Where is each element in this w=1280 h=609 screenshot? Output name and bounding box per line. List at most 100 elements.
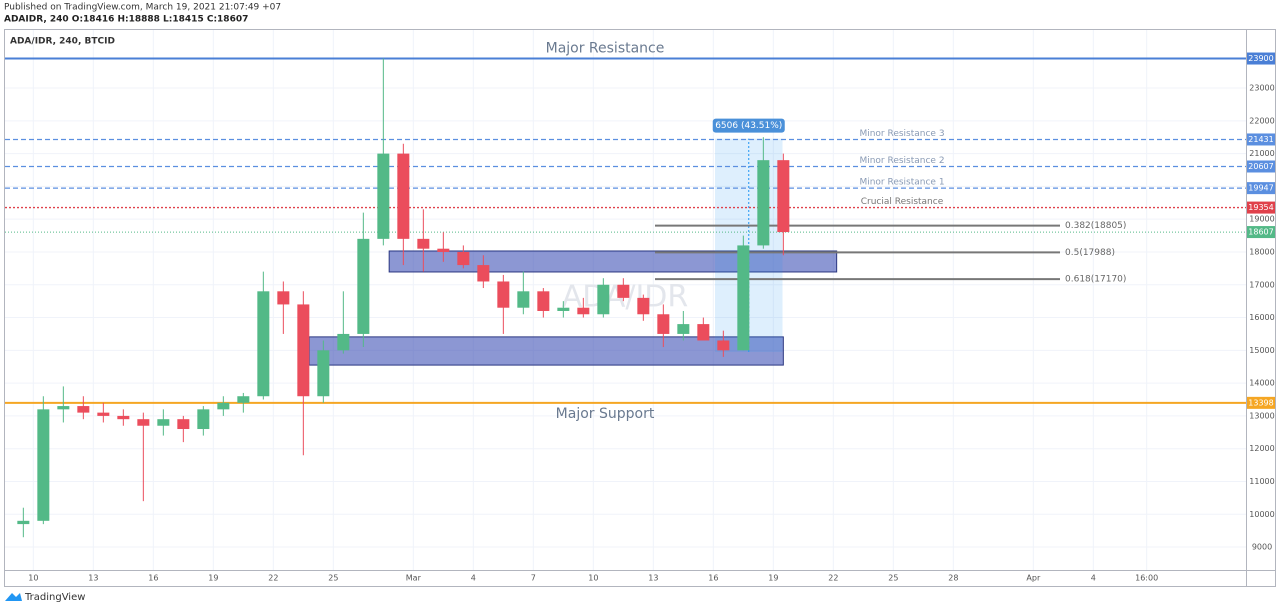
y-tick-label: 22000 (1249, 116, 1274, 125)
candle-body (657, 314, 670, 334)
x-tick-label: 25 (328, 574, 338, 583)
x-tick-label: Mar (406, 574, 422, 583)
price-tag (1247, 160, 1275, 173)
candle-body (337, 333, 350, 351)
candle-body (357, 238, 370, 334)
candle-body (517, 291, 530, 308)
price-tag (1247, 201, 1275, 214)
price-tag (1247, 133, 1275, 146)
candle-body (257, 291, 270, 397)
candle-body (757, 160, 770, 246)
x-tick-label: 16:00 (1135, 574, 1158, 583)
x-tick-label: 19 (208, 574, 218, 583)
candle-body (497, 281, 510, 308)
plot: ADA/IDR6506 (43.51%)0.382(18805)0.5(1798… (5, 30, 1246, 570)
candle-body (717, 340, 730, 351)
x-tick-label: Apr (1026, 574, 1041, 583)
candle-body (637, 297, 650, 315)
price-tag-label: 20607 (1248, 162, 1273, 171)
price-tag (1247, 52, 1275, 65)
candle-body (417, 238, 430, 249)
zone (388, 250, 838, 273)
price-tag-label: 21431 (1248, 135, 1273, 144)
y-tick-label: 13000 (1249, 411, 1274, 420)
candle-body (677, 324, 690, 334)
zone (308, 336, 784, 366)
measure-label-bg (712, 118, 785, 133)
x-tick-label: 4 (471, 574, 476, 583)
level-title: Crucial Resistance (861, 197, 944, 207)
y-tick-label: 16000 (1249, 313, 1274, 322)
x-tick-label: 28 (948, 574, 958, 583)
published: Published on TradingView.com, March 19, … (4, 3, 281, 13)
candle-body (477, 265, 490, 282)
fib-label: 0.618(17170) (1065, 275, 1126, 285)
brand: TradingView (24, 592, 85, 603)
logo (5, 593, 22, 601)
y-tick-label: 14000 (1249, 379, 1274, 388)
price-tag-label: 23900 (1248, 54, 1273, 63)
price-tag-label: 19947 (1248, 184, 1273, 193)
y-tick-label: 17000 (1249, 280, 1274, 289)
y-tick-label: 18000 (1249, 247, 1274, 256)
candle-body (697, 324, 710, 341)
x-tick-label: 16 (148, 574, 158, 583)
level-title: Minor Resistance 2 (859, 156, 944, 166)
candle-body (317, 350, 330, 397)
candle-body (457, 251, 470, 266)
candle-body (617, 284, 630, 298)
candle-body (737, 245, 750, 351)
candle-body (277, 291, 290, 305)
level-title: Major Support (556, 406, 655, 422)
price-tag (1247, 226, 1275, 239)
y-tick-label: 9000 (1252, 543, 1272, 552)
candle-body (137, 419, 150, 426)
candle-body (557, 307, 570, 311)
x-tick-label: 10 (588, 574, 598, 583)
candle-body (17, 520, 30, 525)
x-tick-label: 4 (1091, 574, 1096, 583)
y-tick-label: 15000 (1249, 346, 1274, 355)
x-tick-label: 19 (768, 574, 778, 583)
fib-label: 0.382(18805) (1065, 221, 1126, 231)
price-tag (1247, 182, 1275, 195)
price-tag-label: 19354 (1248, 203, 1273, 212)
level-title: Minor Resistance 3 (859, 129, 944, 139)
candle-body (297, 304, 310, 397)
candle-body (217, 402, 230, 410)
x-tick-label: 22 (268, 574, 278, 583)
y-tick-label: 12000 (1249, 444, 1274, 453)
candle-body (177, 419, 190, 430)
candle-body (437, 248, 450, 252)
x-tick-label: 25 (888, 574, 898, 583)
symbol-legend: ADA/IDR, 240, BTCID (10, 37, 115, 47)
y-tick-label: 19000 (1249, 215, 1274, 224)
price-tag-label: 13398 (1248, 398, 1273, 407)
y-tick-label: 21000 (1249, 149, 1274, 158)
price-tag-label: 18607 (1248, 228, 1273, 237)
x-tick-label: 10 (28, 574, 38, 583)
measure-label: 6506 (43.51%) (715, 121, 782, 131)
candle-body (197, 409, 210, 430)
candle-body (777, 160, 790, 233)
level-title: Major Resistance (546, 41, 665, 57)
price-tag (1247, 396, 1275, 409)
x-tick-label: 22 (828, 574, 838, 583)
candle-body (77, 406, 90, 413)
candle-body (37, 409, 50, 521)
candle-body (237, 396, 250, 403)
chart-frame (4, 29, 1276, 587)
candle-body (157, 419, 170, 426)
x-tick-label: 7 (531, 574, 536, 583)
candle-body (597, 284, 610, 315)
y-tick-label: 10000 (1249, 510, 1274, 519)
y-tick-label: 23000 (1249, 84, 1274, 93)
y-tick-label: 11000 (1249, 477, 1274, 486)
candle-body (537, 291, 550, 311)
x-tick-label: 13 (648, 574, 658, 583)
candle-body (577, 307, 590, 315)
fib-label: 0.5(17988) (1065, 248, 1115, 258)
quote: ADAIDR, 240 O:18416 H:18888 L:18415 C:18… (4, 15, 248, 25)
x-tick-label: 16 (708, 574, 718, 583)
